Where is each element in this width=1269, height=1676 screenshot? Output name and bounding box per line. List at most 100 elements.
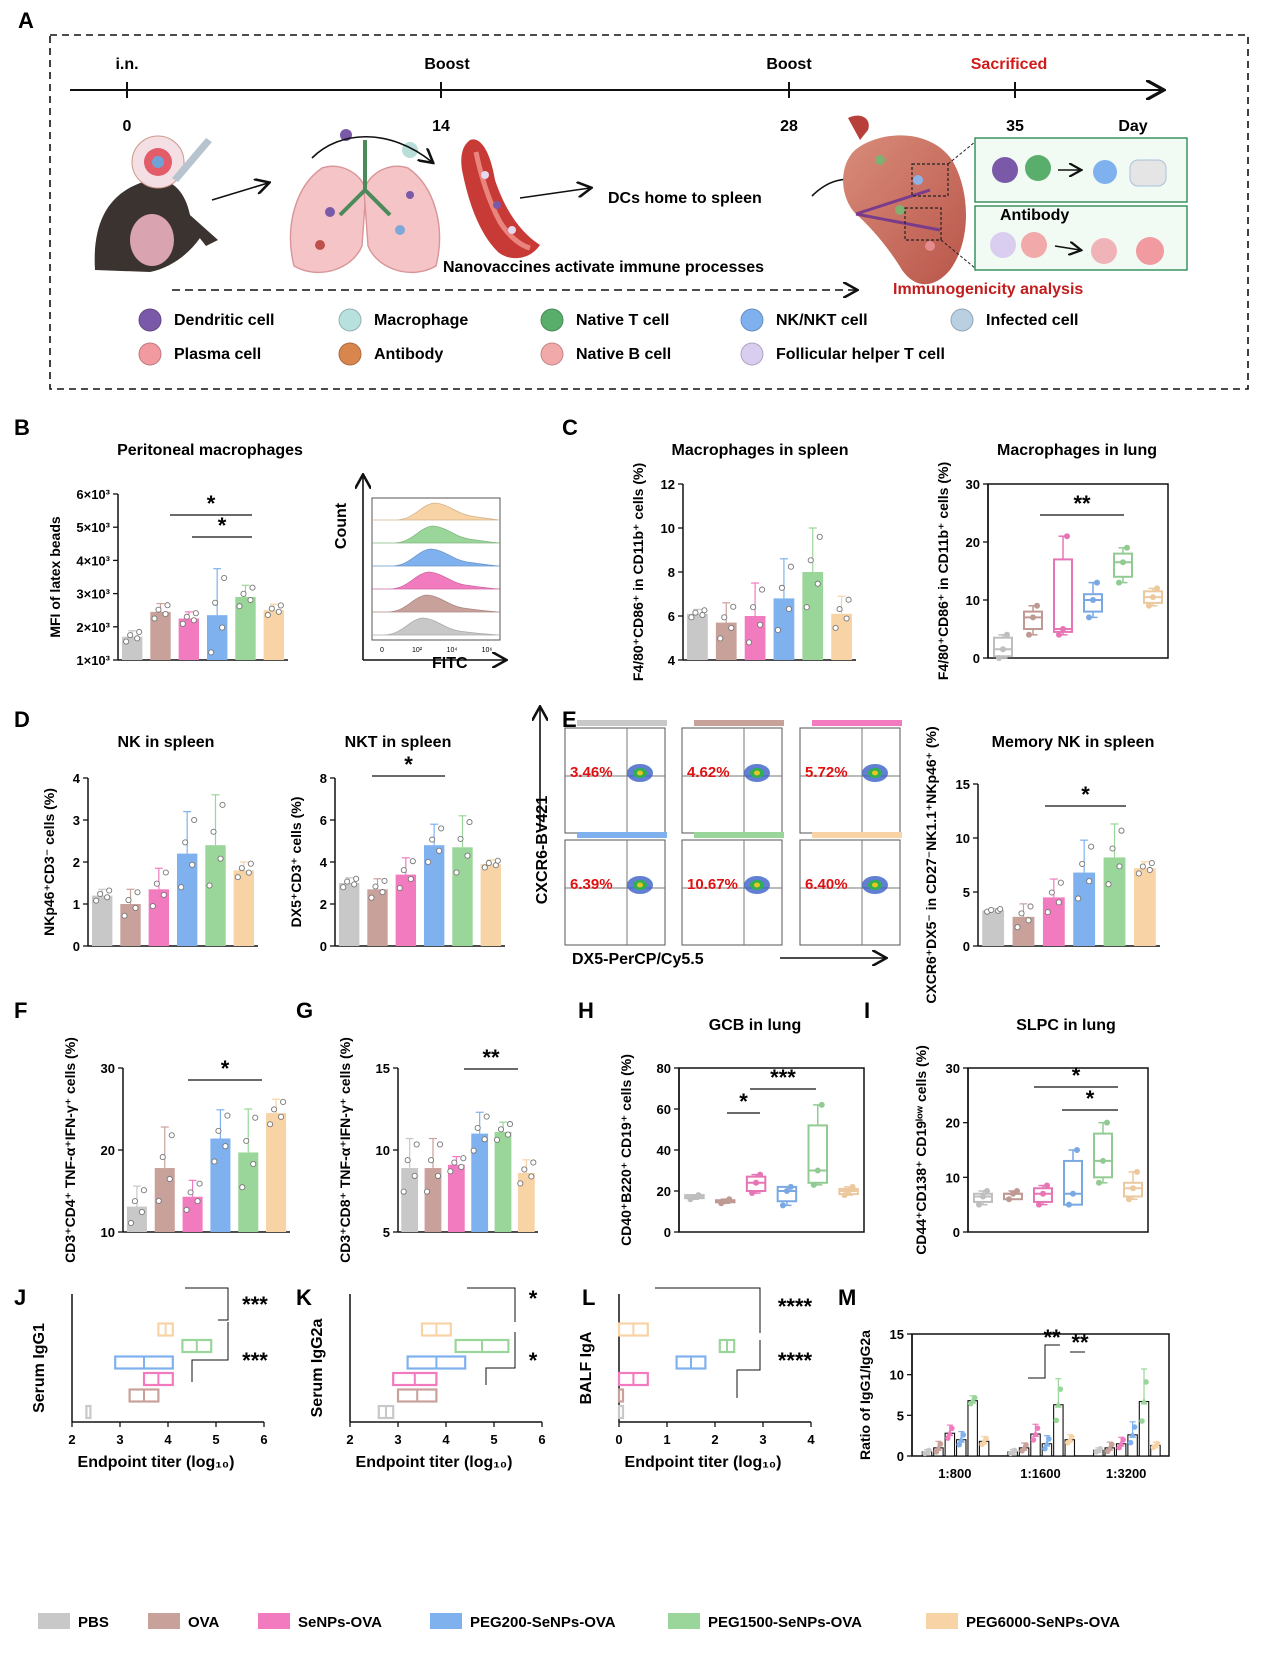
- dotplot-color-bar: [694, 720, 784, 726]
- chart-I: SLPC in lung 0 10 20 30 CD44⁺CD138⁺ CD19ˡᵒʷ c…: [913, 1017, 1149, 1255]
- y-tick-label: 15: [890, 1327, 904, 1342]
- histogram-tick: 10²: [412, 647, 423, 654]
- y-tick-label: 3×10³: [76, 587, 110, 602]
- data-point: [816, 533, 823, 540]
- chart-K: 2 3 4 5 6 Endpoint titer (log₁₀) Serum IgG2a * *: [309, 1286, 546, 1471]
- data-point: [280, 1098, 287, 1105]
- data-point: [470, 1147, 477, 1154]
- data-point: [351, 881, 358, 888]
- data-point: [1048, 889, 1055, 896]
- t-cell-icon: [540, 308, 564, 332]
- histogram-tick: 0: [380, 647, 384, 654]
- data-point: [481, 1136, 488, 1143]
- data-point: [1074, 1147, 1080, 1153]
- range-box-PBS: [85, 1404, 92, 1420]
- dotplot-ylabel: CXCR6-BV421: [534, 796, 551, 905]
- data-point: [189, 861, 196, 868]
- data-point: [1154, 585, 1160, 592]
- data-point: [125, 897, 132, 904]
- bar-PEG200-SeNPs-OVA: [176, 853, 198, 946]
- chart-G: 5 10 15 CD3⁺CD8⁺ TNF-α⁺IFN-γ⁺ cells (%) **: [337, 1037, 538, 1263]
- data-point: [427, 1157, 435, 1164]
- y-tick-label: 0: [897, 1449, 904, 1464]
- data-point: [162, 611, 169, 618]
- y-tick-label: 30: [946, 1061, 960, 1076]
- chart-title: Macrophages in lung: [997, 442, 1157, 459]
- bar-PEG200-SeNPs-OVA: [210, 1138, 231, 1232]
- data-point: [249, 584, 256, 591]
- dotplot-cloud-core: [754, 770, 760, 776]
- lung-illustration: [289, 129, 441, 274]
- dotplot-percentage: 5.72%: [805, 764, 848, 781]
- data-point: [278, 1113, 285, 1120]
- y-tick-label: 0: [320, 939, 327, 954]
- dotplot-percentage: 4.62%: [687, 764, 730, 781]
- data-point: [252, 1114, 259, 1121]
- data-point: [1143, 1379, 1149, 1385]
- data-point: [1154, 1440, 1161, 1447]
- chart-D1: NK in spleen 0 1 2 3 4 NKp46⁺CD3⁻ cells (%): [41, 734, 258, 954]
- spleen-illustration: [843, 115, 976, 285]
- data-point: [159, 1154, 166, 1161]
- data-point: [1108, 1441, 1115, 1448]
- timeline-event-3: Sacrificed: [971, 56, 1047, 73]
- legend-swatch-PBS: [38, 1613, 70, 1629]
- dotplot-color-bar: [577, 832, 667, 838]
- data-point: [400, 1188, 407, 1195]
- chart-L: 0 1 2 3 4 Endpoint titer (log₁₀) BALF IgA **** *…: [578, 1287, 815, 1471]
- data-point: [997, 906, 1004, 913]
- significance-label: *: [207, 491, 216, 516]
- data-point: [191, 816, 198, 824]
- y-tick-label: 80: [657, 1061, 671, 1076]
- data-point: [1057, 879, 1064, 886]
- data-point: [245, 869, 252, 876]
- data-point: [208, 649, 215, 656]
- x-tick-label: 1:800: [938, 1466, 971, 1481]
- data-point: [971, 1394, 978, 1401]
- data-point: [1032, 1430, 1040, 1438]
- timeline-day-3: 35: [1006, 118, 1024, 135]
- data-point: [1036, 1201, 1042, 1208]
- data-point: [127, 632, 134, 639]
- data-point: [1020, 1443, 1028, 1451]
- data-point: [344, 878, 351, 885]
- analysis-text: Immunogenicity analysis: [893, 281, 1083, 298]
- cell-legend-label: Plasma cell: [174, 346, 261, 363]
- data-point: [194, 1198, 201, 1205]
- data-point: [1011, 1447, 1018, 1454]
- dotplot-cloud-core: [872, 770, 878, 776]
- y-tick-label: 15: [376, 1061, 390, 1076]
- y-tick-label: 4×10³: [76, 553, 110, 568]
- y-tick-label: 5: [963, 885, 970, 900]
- histogram-frame: [371, 497, 501, 641]
- chart-title: GCB in lung: [709, 1017, 801, 1034]
- significance-bracket: [191, 1322, 229, 1382]
- bar-SeNPs-OVA: [447, 1164, 465, 1232]
- data-point: [222, 1143, 229, 1150]
- data-point: [1056, 631, 1062, 638]
- significance-label: *: [1086, 1086, 1095, 1111]
- data-point: [1126, 1196, 1132, 1203]
- significance-label: **: [482, 1045, 500, 1070]
- bar-SeNPs-OVA: [744, 616, 766, 660]
- chart-M: 0 5 10 15 1:800 1:1600 1:3200 Ratio of IgG1/IgG…: [857, 1325, 1170, 1481]
- data-point: [460, 1155, 467, 1162]
- data-point: [134, 889, 141, 896]
- data-point: [1030, 1437, 1037, 1443]
- data-point: [814, 1167, 821, 1174]
- y-tick-label: 30: [966, 477, 980, 492]
- data-point: [436, 847, 443, 854]
- bar-PEG6000-SeNPs-OVA: [1133, 868, 1156, 946]
- y-tick-label: 1×10³: [76, 653, 110, 668]
- data-point: [196, 1180, 203, 1187]
- significance-label: *: [218, 513, 227, 538]
- data-point: [182, 839, 189, 846]
- data-point: [517, 1180, 524, 1187]
- significance-label: *: [1081, 782, 1090, 807]
- data-point: [411, 1172, 418, 1179]
- group-legend: PBS OVA SeNPs-OVA PEG200-SeNPs-OVA PEG1500-S…: [38, 1613, 1120, 1631]
- bar-PEG1500-SeNPs-OVA: [1053, 1404, 1064, 1457]
- bar-PBS: [687, 613, 708, 660]
- bar-PEG1500-SeNPs-OVA: [235, 596, 256, 660]
- data-point: [1053, 1417, 1060, 1424]
